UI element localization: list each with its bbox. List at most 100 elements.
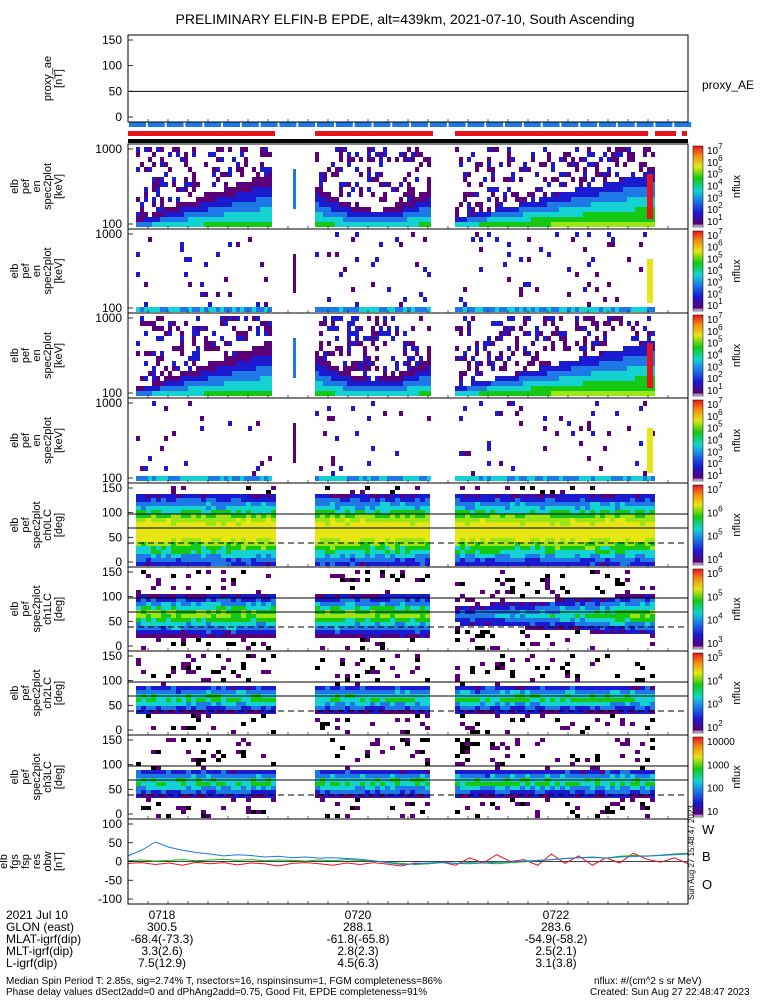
proxy-ae-label: proxy_AE — [702, 78, 754, 92]
spectrogram-cell — [181, 606, 186, 610]
spectrogram-cell — [363, 207, 367, 212]
spectrogram-cell — [315, 494, 320, 498]
spectrogram-cell — [359, 217, 363, 222]
spectrogram-cell — [244, 336, 248, 341]
spectrogram-cell — [216, 371, 220, 376]
spectrogram-cell — [315, 212, 319, 217]
spectrogram-cell — [623, 147, 627, 152]
spectrogram-cell — [499, 162, 503, 167]
spectrogram-cell — [410, 510, 415, 514]
spectrogram-cell — [236, 167, 240, 172]
spectrogram-cell — [551, 307, 555, 312]
spectrogram-cell — [391, 187, 395, 192]
spectrogram-cell — [410, 550, 415, 554]
spectrogram-cell — [160, 197, 164, 202]
spectrogram-cell — [192, 351, 196, 356]
spectrogram-cell — [399, 202, 403, 207]
spectrogram-cell — [315, 550, 320, 554]
spectrogram-cell — [256, 207, 260, 212]
spectrogram-cell — [236, 522, 241, 526]
spectrogram-cell — [479, 207, 483, 212]
spectrogram-cell — [385, 530, 390, 534]
spectrogram-cell — [248, 192, 252, 197]
spectrogram-cell — [615, 182, 619, 187]
spectrogram-cell — [635, 207, 639, 212]
spectrogram-cell — [595, 386, 599, 391]
spectrogram-cell — [236, 202, 240, 207]
spectrogram-cell — [268, 476, 272, 481]
spectrogram-cell — [563, 202, 567, 207]
spectrogram-cell — [188, 192, 192, 197]
spectrogram-cell — [224, 197, 228, 202]
spectrogram-cell — [224, 172, 228, 177]
colorbar-tick-label: 104 — [707, 551, 723, 566]
spectrogram-cell — [221, 614, 226, 618]
spectrogram-cell — [330, 530, 335, 534]
spectrogram-cell — [627, 351, 631, 356]
spectrogram-cell — [467, 202, 471, 207]
spectrogram-cell — [545, 494, 550, 498]
spectrogram-cell — [256, 594, 261, 598]
spectrogram-cell — [515, 514, 520, 518]
spectrogram-cell — [515, 307, 519, 312]
spectrogram-cell — [161, 494, 166, 498]
spectrogram-cell — [156, 530, 161, 534]
spectrogram-cell — [547, 152, 551, 157]
spectrogram-cell — [610, 518, 615, 522]
spectrogram-cell — [176, 494, 181, 498]
spectrogram-cell — [607, 371, 611, 376]
spectrogram-cell — [176, 514, 181, 518]
spectrogram-cell — [331, 381, 335, 386]
spectrogram-cell — [327, 416, 331, 421]
spectrogram-cell — [615, 554, 620, 558]
spectrogram-cell — [635, 550, 640, 554]
spectrogram-cell — [371, 212, 375, 217]
spectrogram-cell — [535, 222, 539, 227]
spectrogram-cell — [583, 247, 587, 252]
spectrogram-cell — [619, 321, 623, 326]
spectrogram-cell — [415, 167, 419, 172]
spectrogram-cell — [339, 272, 343, 277]
spectrogram-cell — [345, 562, 350, 566]
spectrogram-cell — [515, 502, 520, 506]
status-bar-segment — [561, 122, 579, 127]
spectrogram-cell — [224, 207, 228, 212]
spectrogram-cell — [347, 222, 351, 227]
spectrogram-cell — [503, 381, 507, 386]
spectrogram-cell — [251, 626, 256, 630]
spectrogram-cell — [571, 192, 575, 197]
spectrogram-cell — [380, 550, 385, 554]
spectrogram-cell — [503, 307, 507, 312]
spectrogram-cell — [460, 554, 465, 558]
spectrogram-cell — [587, 222, 591, 227]
spectrogram-cell — [206, 554, 211, 558]
spectrogram-cell — [340, 618, 345, 622]
spectrogram-cell — [495, 376, 499, 381]
spectrogram-cell — [136, 307, 140, 312]
spectrogram-cell — [519, 207, 523, 212]
spectrogram-cell — [467, 192, 471, 197]
spectrogram-cell — [579, 217, 583, 222]
spectrogram-cell — [351, 207, 355, 212]
spectrogram-cell — [365, 570, 370, 574]
spectrogram-cell — [192, 182, 196, 187]
spectrogram-cell — [216, 476, 220, 481]
colorbar-tick-label: 107 — [707, 481, 723, 496]
spectrogram-cell — [519, 476, 523, 481]
spectrogram-cell — [236, 336, 240, 341]
spectrogram-cell — [575, 550, 580, 554]
spectrogram-cell — [623, 307, 627, 312]
spectrogram-cell — [580, 494, 585, 498]
spectrogram-cell — [355, 202, 359, 207]
spectrogram-cell — [515, 530, 520, 534]
spectrogram-cell — [415, 197, 419, 202]
spectrogram-cell — [136, 212, 140, 217]
spectrogram-cell — [407, 202, 411, 207]
spectrogram-cell — [236, 634, 241, 638]
spectrogram-cell — [635, 177, 639, 182]
spectrogram-cell — [355, 518, 360, 522]
spectrogram-cell — [172, 366, 176, 371]
spectrogram-cell — [204, 222, 208, 227]
spectrogram-cell — [204, 371, 208, 376]
spectrogram-cell — [605, 502, 610, 506]
